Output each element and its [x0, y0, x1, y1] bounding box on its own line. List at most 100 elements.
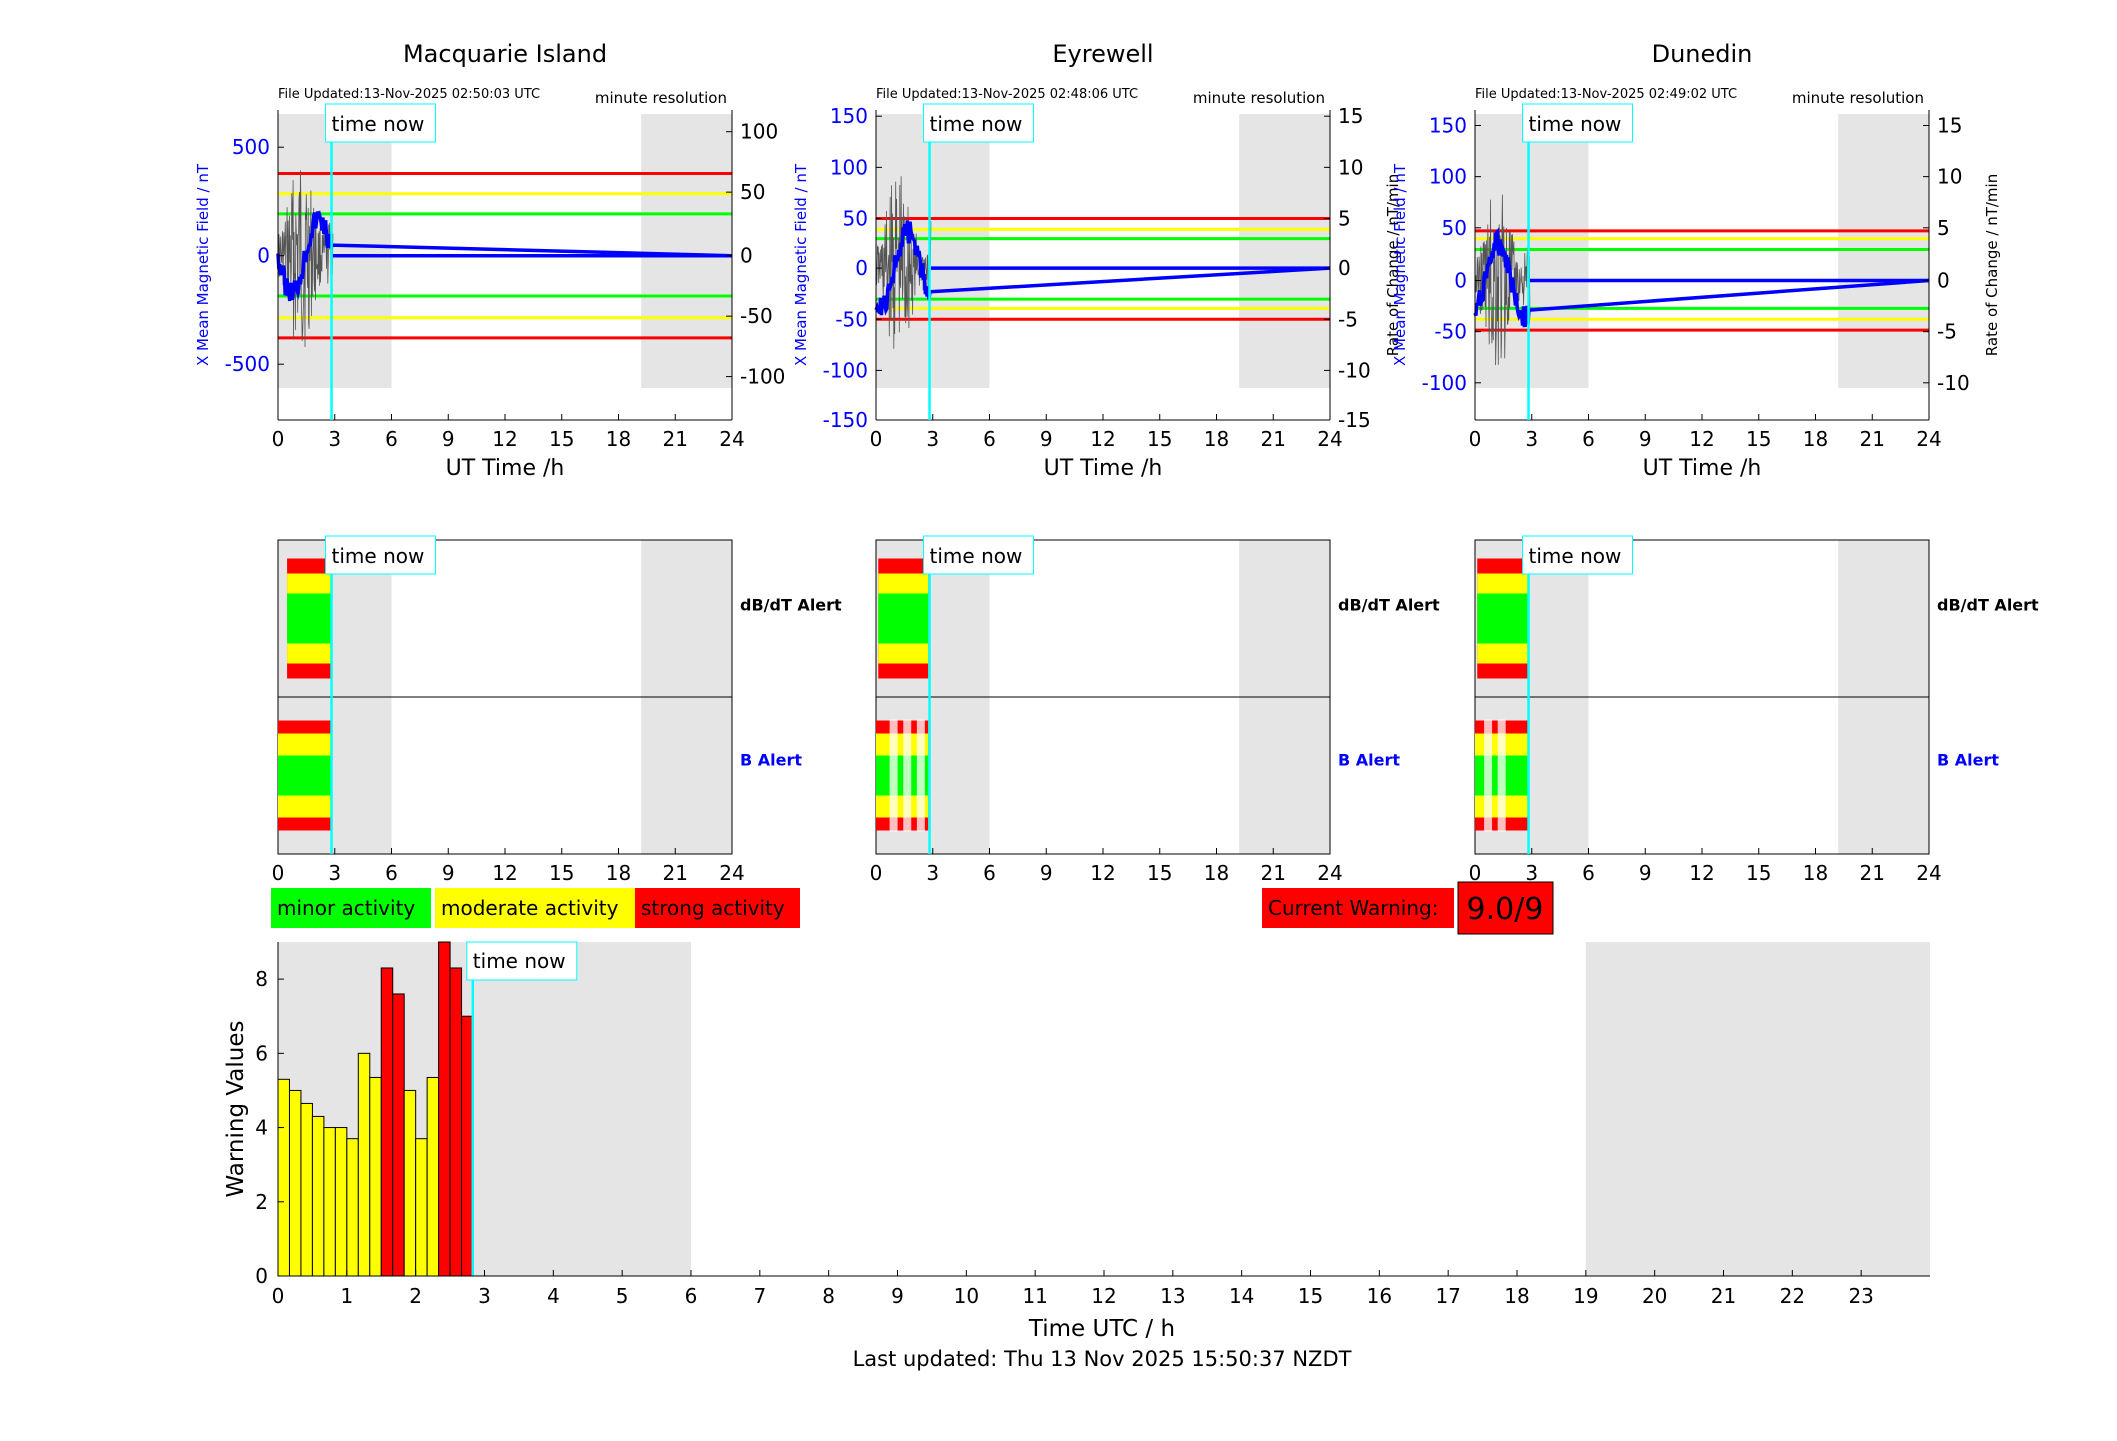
x-tick-label: 11 [1022, 1284, 1047, 1308]
warning-bar [438, 941, 451, 1277]
x-tick-label: 20 [1642, 1284, 1667, 1308]
x-tick-label: 18 [1204, 427, 1229, 451]
right-tick-label: -5 [1937, 320, 1957, 344]
x-tick-label: 21 [1711, 1284, 1736, 1308]
x-tick-label: 6 [385, 861, 398, 885]
current-warning-label: Current Warning: [1268, 896, 1438, 920]
x-tick-label: 15 [1147, 427, 1172, 451]
right-tick-label: -10 [1338, 358, 1371, 382]
x-tick-label: 15 [549, 427, 574, 451]
x-tick-label: 21 [663, 861, 688, 885]
station-title: Macquarie Island [403, 40, 607, 68]
x-tick-label: 15 [1746, 427, 1771, 451]
warning-bar [369, 1076, 382, 1277]
right-tick-label: 0 [1937, 269, 1950, 293]
b-alert-label: B Alert [740, 751, 802, 770]
magnetic-field-trace [874, 220, 1331, 316]
right-y-axis-label: Rate of Change / nT/min [1384, 174, 1402, 356]
left-tick-label: -500 [225, 352, 270, 376]
magnetic-field-trace [1473, 227, 1930, 328]
x-tick-label: 3 [478, 1284, 491, 1308]
x-tick-label: 12 [492, 427, 517, 451]
legend-minor-swatch [271, 888, 431, 928]
y-tick-label: 0 [255, 1264, 268, 1288]
current-warning-label-box [1262, 888, 1454, 928]
station-title: Dunedin [1652, 40, 1753, 68]
time-now-box [325, 103, 437, 143]
x-tick-label: 6 [685, 1284, 698, 1308]
right-tick-label: 50 [740, 180, 765, 204]
x-tick-label: 24 [1916, 861, 1941, 885]
field-plot: time now File Updated:13-Nov-2025 02:49:0… [1391, 87, 2001, 481]
left-tick-label: 150 [830, 104, 868, 128]
rate-of-change-trace [1474, 194, 1531, 366]
y-axis-label: Warning Values [223, 1020, 249, 1197]
rate-of-change-trace [277, 170, 334, 348]
b-gap [1484, 719, 1493, 832]
left-y-axis-label: X Mean Magnetic Field / nT [792, 163, 810, 366]
x-tick-label: 15 [1147, 861, 1172, 885]
alert-panel: dB/dT Alert B Alert time now 0 3 6 9 12 15 18 21 24 [870, 535, 1440, 885]
x-tick-label: 0 [870, 427, 883, 451]
x-tick-label: 23 [1848, 1284, 1873, 1308]
x-tick-label: 6 [385, 427, 398, 451]
station-panel-0: Macquarie Island time now File Updated:13-… [194, 40, 842, 885]
x-tick-label: 3 [328, 861, 341, 885]
alert-panel: dB/dT Alert B Alert time now 0 3 6 9 12 15 18 21 24 [272, 535, 842, 885]
x-tick-label: 6 [983, 427, 996, 451]
right-tick-label: -100 [740, 365, 785, 389]
x-tick-label: 18 [606, 427, 631, 451]
left-tick-label: 50 [1442, 216, 1467, 240]
time-now-box [466, 941, 578, 981]
x-tick-label: 15 [1298, 1284, 1323, 1308]
warning-bar [449, 967, 463, 1277]
current-warning-value: 9.0/9 [1467, 892, 1544, 927]
warning-bar [334, 1127, 348, 1277]
night-shade [1585, 942, 1930, 1276]
left-tick-label: 0 [257, 244, 270, 268]
dbdt-minor-block [287, 593, 333, 644]
x-tick-label: 3 [1525, 427, 1538, 451]
warning-bar [323, 1127, 336, 1277]
legend-moderate-swatch [435, 888, 635, 928]
night-shade [641, 114, 732, 388]
x-tick-label: 12 [1689, 427, 1714, 451]
x-tick-label: 21 [663, 427, 688, 451]
right-tick-label: -10 [1937, 371, 1970, 395]
warning-bar [380, 967, 394, 1277]
left-y-axis-label: X Mean Magnetic Field / nT [1391, 163, 1409, 366]
x-tick-label: 21 [1261, 427, 1286, 451]
left-tick-label: -150 [823, 408, 868, 432]
legend-strong-swatch [635, 888, 800, 928]
time-now-box [923, 535, 1035, 575]
file-updated: File Updated:13-Nov-2025 02:48:06 UTC [876, 87, 1138, 102]
y-tick-label: 8 [255, 967, 268, 991]
x-tick-label: 10 [954, 1284, 979, 1308]
left-tick-label: 0 [855, 256, 868, 280]
resolution-label: minute resolution [595, 89, 727, 107]
right-tick-label: 100 [740, 120, 778, 144]
time-now-label: time now [930, 112, 1023, 136]
legend-moderate-label: moderate activity [441, 896, 619, 920]
warning-bar [461, 1015, 474, 1277]
dbdt-alert-label: dB/dT Alert [740, 596, 842, 615]
station-title: Eyrewell [1052, 40, 1153, 68]
alert-panel: dB/dT Alert B Alert time now 0 3 6 9 12 15 18 21 24 [1469, 535, 2039, 885]
time-now-label: time now [332, 544, 425, 568]
warning-bar [392, 993, 405, 1277]
dbdt-minor-block [878, 593, 929, 644]
x-tick-label: 0 [272, 427, 285, 451]
x-tick-label: 9 [1639, 427, 1652, 451]
x-tick-label: 16 [1367, 1284, 1392, 1308]
left-tick-label: 0 [1454, 269, 1467, 293]
stations-layer: Macquarie Island time now File Updated:13-… [194, 40, 2039, 885]
right-tick-label: -15 [1338, 408, 1371, 432]
warning-bar [403, 1089, 417, 1277]
x-tick-label: 0 [272, 861, 285, 885]
time-now-box [1522, 103, 1634, 143]
x-tick-label: 6 [1582, 427, 1595, 451]
x-tick-label: 7 [753, 1284, 766, 1308]
x-tick-label: 6 [1582, 861, 1595, 885]
dbdt-alert-label: dB/dT Alert [1338, 596, 1440, 615]
